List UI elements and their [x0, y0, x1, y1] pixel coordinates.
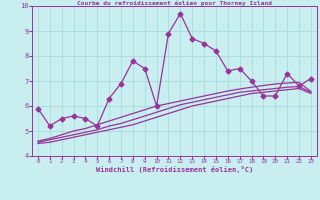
- X-axis label: Windchill (Refroidissement éolien,°C): Windchill (Refroidissement éolien,°C): [96, 166, 253, 173]
- Title: Courbe du refroidissement éolien pour Thorney Island: Courbe du refroidissement éolien pour Th…: [77, 0, 272, 6]
